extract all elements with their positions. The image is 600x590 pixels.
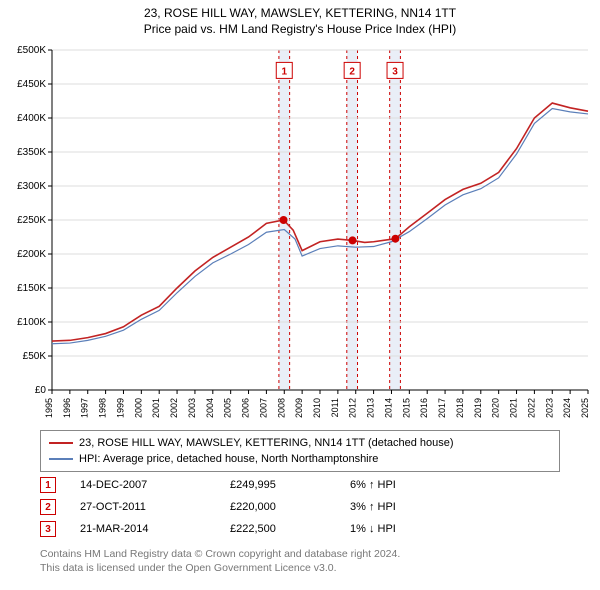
svg-text:2002: 2002 <box>169 398 179 418</box>
svg-text:2023: 2023 <box>544 398 554 418</box>
svg-text:2014: 2014 <box>383 398 393 418</box>
svg-text:£50K: £50K <box>23 351 47 362</box>
marker-delta: 1% ↓ HPI <box>350 523 450 535</box>
svg-text:£450K: £450K <box>17 79 46 90</box>
svg-text:2010: 2010 <box>312 398 322 418</box>
svg-text:2025: 2025 <box>580 398 590 418</box>
markers-table: 1 14-DEC-2007 £249,995 6% ↑ HPI 2 27-OCT… <box>40 474 450 540</box>
marker-delta: 6% ↑ HPI <box>350 479 450 491</box>
svg-text:2011: 2011 <box>330 398 340 417</box>
marker-price: £220,000 <box>230 501 350 513</box>
svg-text:2017: 2017 <box>437 398 447 418</box>
svg-text:£200K: £200K <box>17 249 46 260</box>
svg-text:2005: 2005 <box>223 398 233 418</box>
legend-row: HPI: Average price, detached house, Nort… <box>49 451 551 467</box>
chart-area: £0 £50K £100K £150K £200K £250K £300K £350K £400… <box>0 44 600 420</box>
marker-row: 2 27-OCT-2011 £220,000 3% ↑ HPI <box>40 496 450 518</box>
marker-delta: 3% ↑ HPI <box>350 501 450 513</box>
footnote: Contains HM Land Registry data © Crown c… <box>40 548 560 575</box>
marker-date: 21-MAR-2014 <box>80 523 230 535</box>
title-line-1: 23, ROSE HILL WAY, MAWSLEY, KETTERING, N… <box>0 6 600 22</box>
chart-header: 23, ROSE HILL WAY, MAWSLEY, KETTERING, N… <box>0 0 600 37</box>
svg-text:£150K: £150K <box>17 283 46 294</box>
marker-date: 27-OCT-2011 <box>80 501 230 513</box>
svg-text:1999: 1999 <box>115 398 125 418</box>
title-line-2: Price paid vs. HM Land Registry's House … <box>0 22 600 38</box>
marker-row: 3 21-MAR-2014 £222,500 1% ↓ HPI <box>40 518 450 540</box>
svg-text:1996: 1996 <box>62 398 72 418</box>
svg-text:1997: 1997 <box>80 398 90 418</box>
legend: 23, ROSE HILL WAY, MAWSLEY, KETTERING, N… <box>40 430 560 472</box>
svg-text:2021: 2021 <box>509 398 519 418</box>
svg-text:2007: 2007 <box>258 398 268 418</box>
marker-badge: 2 <box>40 499 56 515</box>
marker-badge: 1 <box>40 477 56 493</box>
legend-row: 23, ROSE HILL WAY, MAWSLEY, KETTERING, N… <box>49 435 551 451</box>
svg-text:2012: 2012 <box>348 398 358 418</box>
svg-text:2016: 2016 <box>419 398 429 418</box>
svg-text:2004: 2004 <box>205 398 215 418</box>
marker-badge: 3 <box>40 521 56 537</box>
svg-text:2024: 2024 <box>562 398 572 418</box>
footnote-line-1: Contains HM Land Registry data © Crown c… <box>40 548 560 562</box>
svg-text:2008: 2008 <box>276 398 286 418</box>
svg-text:2003: 2003 <box>187 398 197 418</box>
svg-text:£400K: £400K <box>17 113 46 124</box>
svg-text:1: 1 <box>281 66 287 77</box>
marker-price: £222,500 <box>230 523 350 535</box>
legend-label: 23, ROSE HILL WAY, MAWSLEY, KETTERING, N… <box>79 437 454 449</box>
svg-text:2: 2 <box>349 66 355 77</box>
svg-text:2019: 2019 <box>473 398 483 418</box>
svg-text:£0: £0 <box>35 385 47 396</box>
marker-row: 1 14-DEC-2007 £249,995 6% ↑ HPI <box>40 474 450 496</box>
svg-text:2022: 2022 <box>526 398 536 418</box>
svg-text:3: 3 <box>392 66 398 77</box>
legend-label: HPI: Average price, detached house, Nort… <box>79 453 378 465</box>
legend-swatch <box>49 442 73 444</box>
svg-text:2018: 2018 <box>455 398 465 418</box>
svg-text:£350K: £350K <box>17 147 46 158</box>
svg-text:2000: 2000 <box>133 398 143 418</box>
svg-text:2015: 2015 <box>401 398 411 418</box>
svg-text:£500K: £500K <box>17 45 46 56</box>
svg-text:£100K: £100K <box>17 317 46 328</box>
footnote-line-2: This data is licensed under the Open Gov… <box>40 562 560 576</box>
svg-text:2006: 2006 <box>241 398 251 418</box>
chart-svg: £0 £50K £100K £150K £200K £250K £300K £350K £400… <box>0 44 600 420</box>
svg-text:2001: 2001 <box>151 398 161 418</box>
svg-text:2013: 2013 <box>366 398 376 418</box>
svg-text:2020: 2020 <box>491 398 501 418</box>
svg-text:£300K: £300K <box>17 181 46 192</box>
marker-date: 14-DEC-2007 <box>80 479 230 491</box>
svg-text:2009: 2009 <box>294 398 304 418</box>
legend-swatch <box>49 458 73 460</box>
marker-price: £249,995 <box>230 479 350 491</box>
svg-text:£250K: £250K <box>17 215 46 226</box>
svg-text:1998: 1998 <box>98 398 108 418</box>
svg-text:1995: 1995 <box>44 398 54 418</box>
